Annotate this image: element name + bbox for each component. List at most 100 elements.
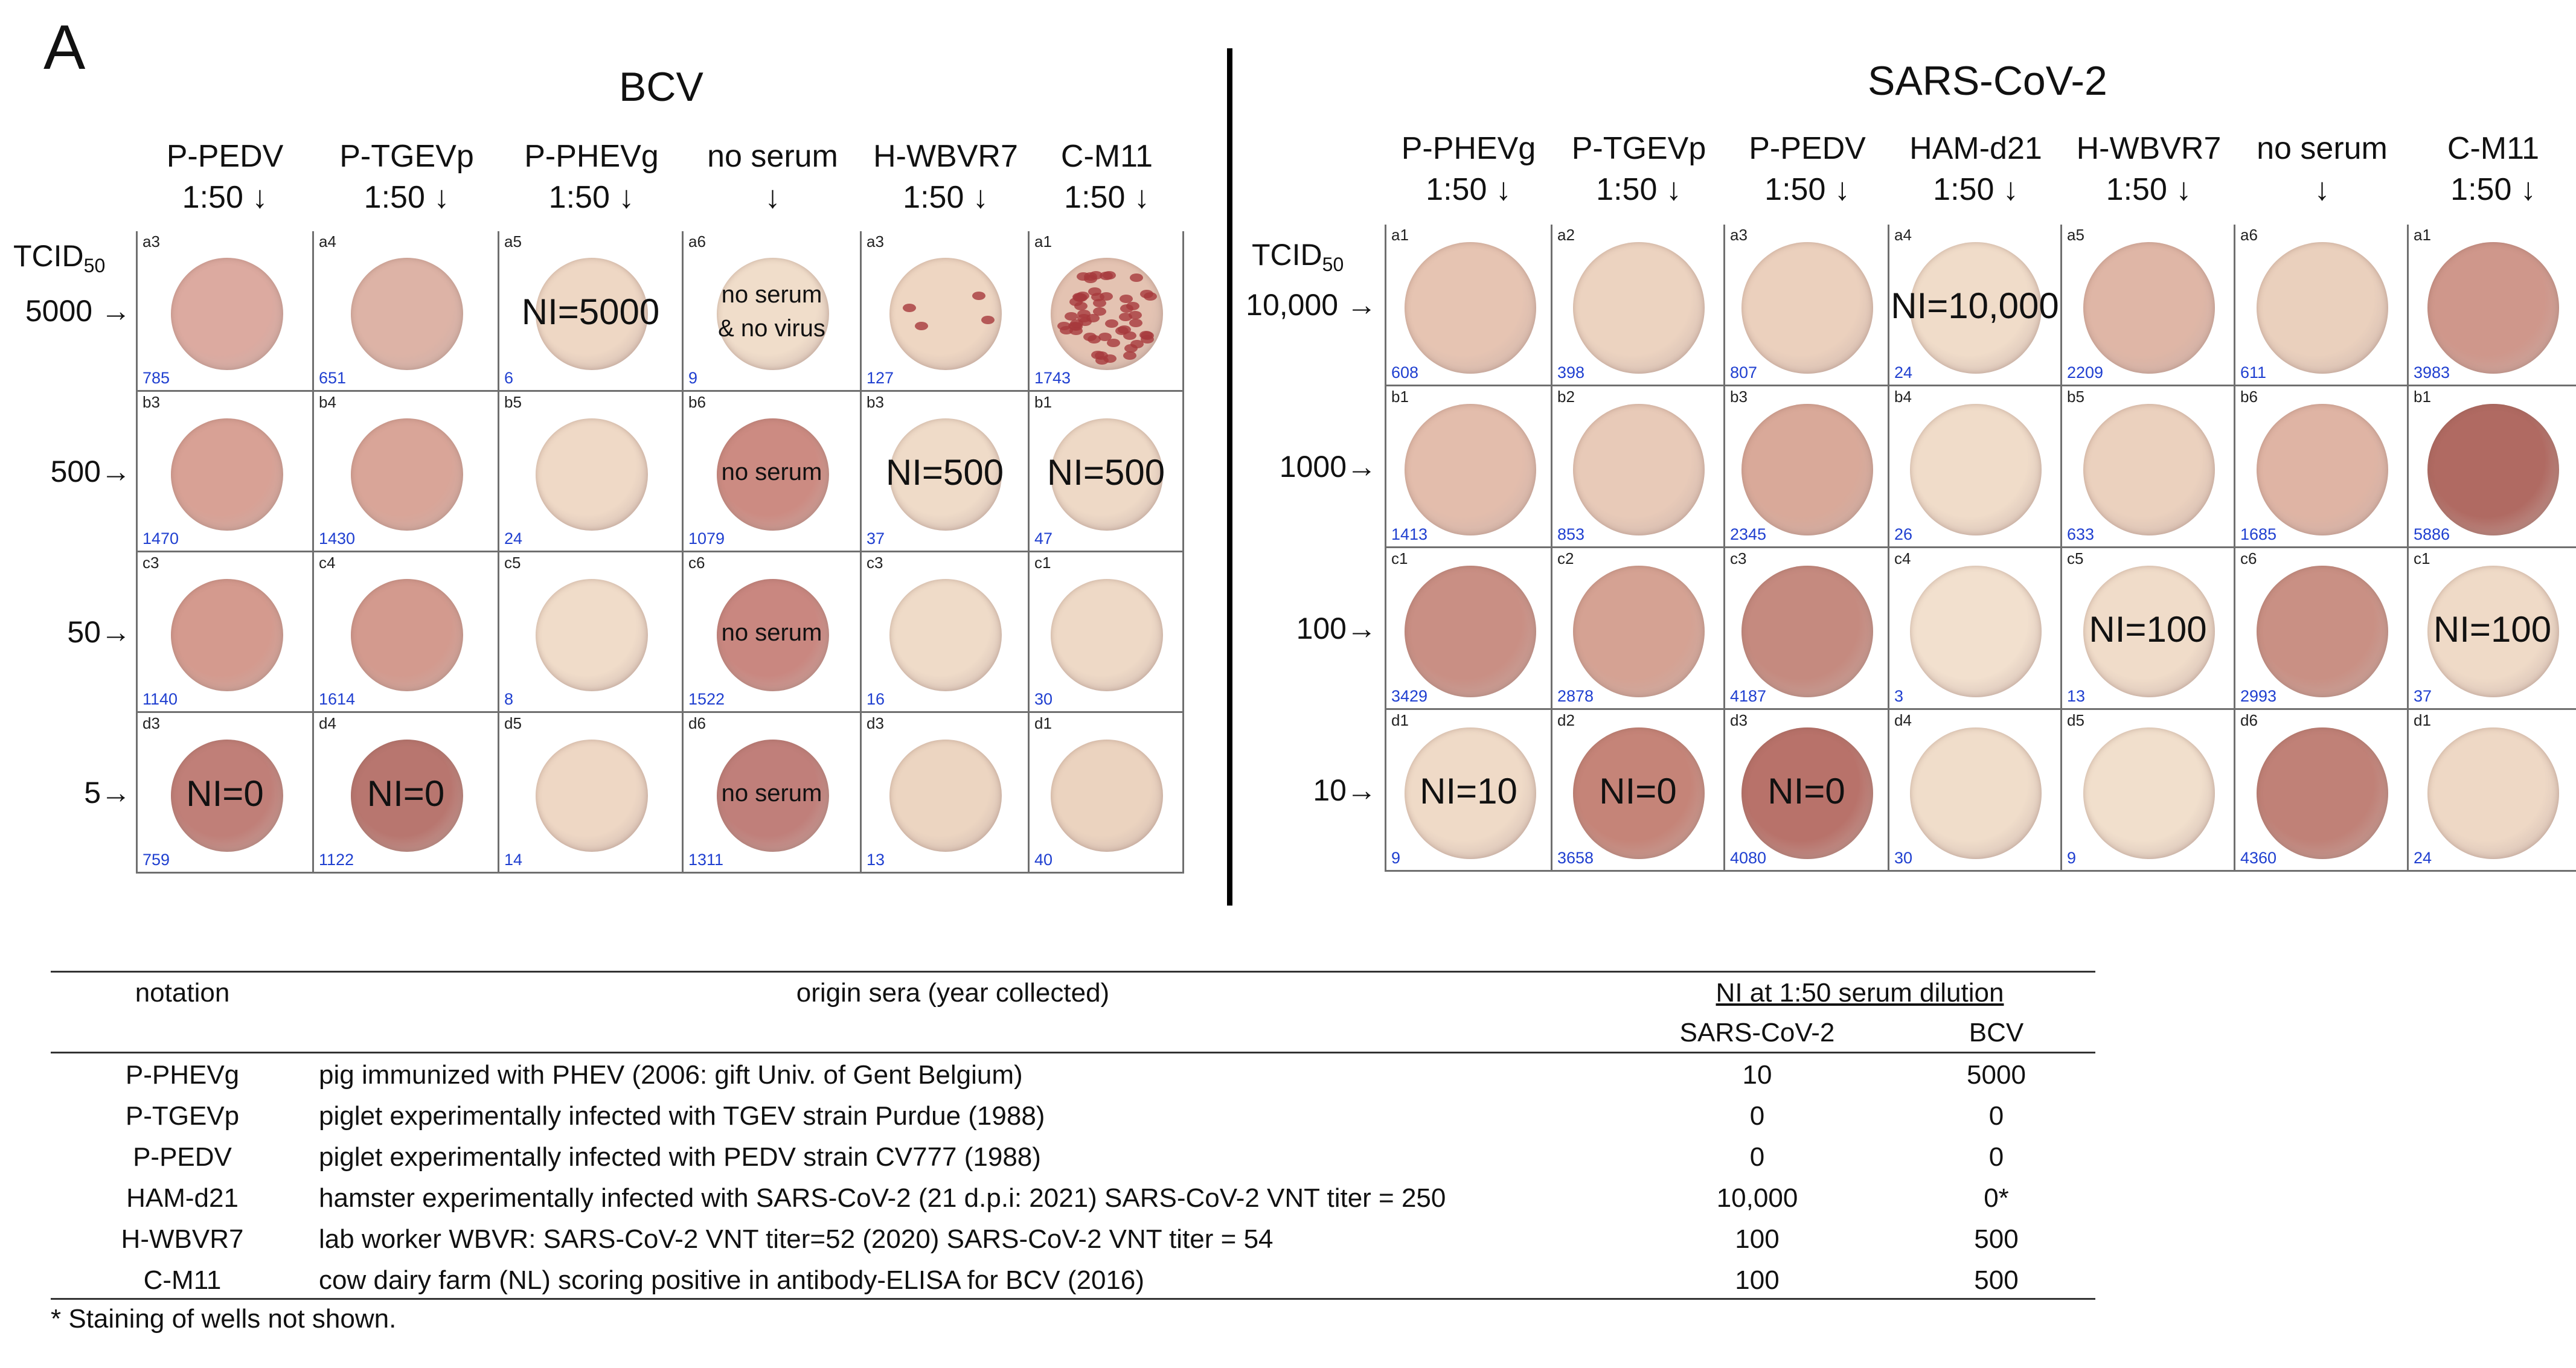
plaque-count: 633	[2067, 525, 2095, 543]
table-rule	[51, 971, 2095, 973]
plaque-count: 4080	[1730, 849, 1767, 867]
well-position-code: a6	[688, 232, 706, 251]
table-rule	[51, 1298, 2095, 1300]
plaque-dot	[1139, 290, 1153, 299]
plate-well-cell: b3 2345	[1725, 386, 1889, 548]
plaque-count: 9	[2067, 849, 2077, 867]
well-position-code: a4	[1894, 226, 1912, 244]
plaque-dot	[1076, 272, 1090, 281]
column-serum-name: P-PHEVg	[524, 139, 659, 174]
stained-well-image	[2427, 727, 2559, 859]
stained-well-image	[1741, 727, 1873, 859]
plaque-count: 26	[1894, 525, 1913, 543]
row-ni-bcv: 0	[1988, 1101, 2004, 1131]
stained-well-image	[350, 740, 463, 852]
row-notation: C-M11	[143, 1265, 222, 1295]
plate-well-cell: b2 853	[1552, 386, 1725, 548]
well-position-code: b4	[319, 393, 336, 411]
plaque-count: 4187	[1730, 687, 1767, 705]
plaque-dot	[1087, 335, 1101, 344]
plaque-dot	[1120, 295, 1133, 304]
plaque-dot	[1115, 327, 1129, 336]
row-origin: piglet experimentally infected with PEDV…	[319, 1142, 1041, 1172]
stained-well-image	[2083, 404, 2215, 535]
well-position-code: c3	[867, 554, 883, 572]
neutralization-index-label: no serum & no virus	[718, 281, 825, 342]
plaque-dot	[1057, 322, 1071, 331]
column-serum-name: C-M11	[1060, 139, 1153, 174]
plate-well-cell: d3 NI=0 759	[136, 713, 314, 874]
stained-well-image	[1051, 579, 1163, 691]
sars-column-header: no serum ↓	[2257, 128, 2388, 210]
column-dilution: ↓	[2314, 172, 2330, 207]
row-ni-bcv: 500	[1974, 1224, 2019, 1254]
well-position-code: b3	[143, 393, 160, 411]
row-ni-sars: 100	[1735, 1265, 1780, 1295]
plate-well-cell: b1 1413	[1385, 386, 1552, 548]
row-ni-bcv: 0*	[1984, 1183, 2009, 1213]
column-dilution: 1:50 ↓	[548, 180, 635, 215]
column-serum-name: P-PEDV	[1749, 131, 1866, 166]
well-position-code: b5	[504, 393, 522, 411]
well-position-code: b1	[1391, 388, 1409, 406]
plate-well-cell: b3 NI=500 37	[862, 392, 1030, 552]
well-position-code: d5	[504, 714, 522, 732]
well-position-code: c6	[688, 554, 705, 572]
plate-well-cell: c5 8	[499, 552, 684, 713]
plaque-count: 37	[867, 529, 885, 548]
plaque-count: 13	[2067, 687, 2086, 705]
row-virus-dose-label: 10→	[1313, 773, 1377, 807]
plate-well-cell: b1 NI=500 47	[1030, 392, 1184, 552]
stained-well-image	[350, 579, 463, 691]
plate-well-cell: b5 24	[499, 392, 684, 552]
stained-well-image	[2256, 404, 2388, 535]
neutralization-index-label: NI=0	[186, 773, 264, 814]
plaque-count: 37	[2414, 687, 2432, 705]
column-dilution: 1:50 ↓	[903, 180, 988, 215]
stained-well-image	[350, 258, 463, 370]
stained-well-image	[170, 579, 283, 691]
plaque-count: 1522	[688, 690, 725, 708]
plate-well-cell: d6 4360	[2235, 710, 2409, 872]
well-position-code: a4	[319, 232, 336, 251]
plaque-count: 24	[2414, 849, 2432, 867]
plate-well-cell: d1 24	[2409, 710, 2576, 872]
column-dilution: 1:50 ↓	[2450, 172, 2536, 207]
sars-column-header: P-PEDV 1:50 ↓	[1749, 128, 1866, 210]
stained-well-image	[2256, 566, 2388, 697]
row-ni-sars: 10	[1742, 1060, 1772, 1090]
stained-well-image	[1573, 404, 1705, 535]
neutralization-index-label: NI=10	[1420, 771, 1517, 811]
column-dilution: 1:50 ↓	[182, 180, 268, 215]
row-virus-dose-label: 50→	[67, 615, 131, 649]
row-ni-bcv: 5000	[1967, 1060, 2026, 1090]
well-position-code: b6	[2240, 388, 2258, 406]
plate-well-cell: d4 30	[1889, 710, 2062, 872]
stained-well-image	[1910, 242, 2042, 374]
plaque-count: 1140	[143, 690, 178, 708]
well-position-code: b3	[867, 393, 884, 411]
well-position-code: b4	[1894, 388, 1912, 406]
well-position-code: b2	[1557, 388, 1575, 406]
plaque-dot	[1129, 318, 1143, 327]
plate-well-cell: d1 NI=10 9	[1385, 710, 1552, 872]
plate-well-cell: d5 9	[2062, 710, 2235, 872]
row-origin: hamster experimentally infected with SAR…	[319, 1183, 1446, 1213]
plaque-dot	[1104, 319, 1118, 328]
plaque-count: 2993	[2240, 687, 2277, 705]
plaque-dot	[1130, 339, 1144, 348]
well-position-code: b3	[1730, 388, 1748, 406]
plaque-dot	[1140, 334, 1154, 344]
plaque-count: 853	[1557, 525, 1585, 543]
bcv-title: BCV	[619, 64, 703, 110]
header-ni-dilution: NI at 1:50 serum dilution	[1716, 978, 2004, 1008]
plaque-count: 1743	[1034, 369, 1071, 387]
neutralization-index-label: NI=0	[1599, 771, 1677, 811]
well-position-code: d4	[319, 714, 336, 732]
plaque-dot	[972, 292, 985, 300]
stained-well-image	[1405, 727, 1536, 859]
plate-well-cell: d1 40	[1030, 713, 1184, 874]
well-position-code: b6	[688, 393, 706, 411]
plate-well-cell: a5 2209	[2062, 225, 2235, 386]
plaque-dot	[1086, 314, 1100, 323]
